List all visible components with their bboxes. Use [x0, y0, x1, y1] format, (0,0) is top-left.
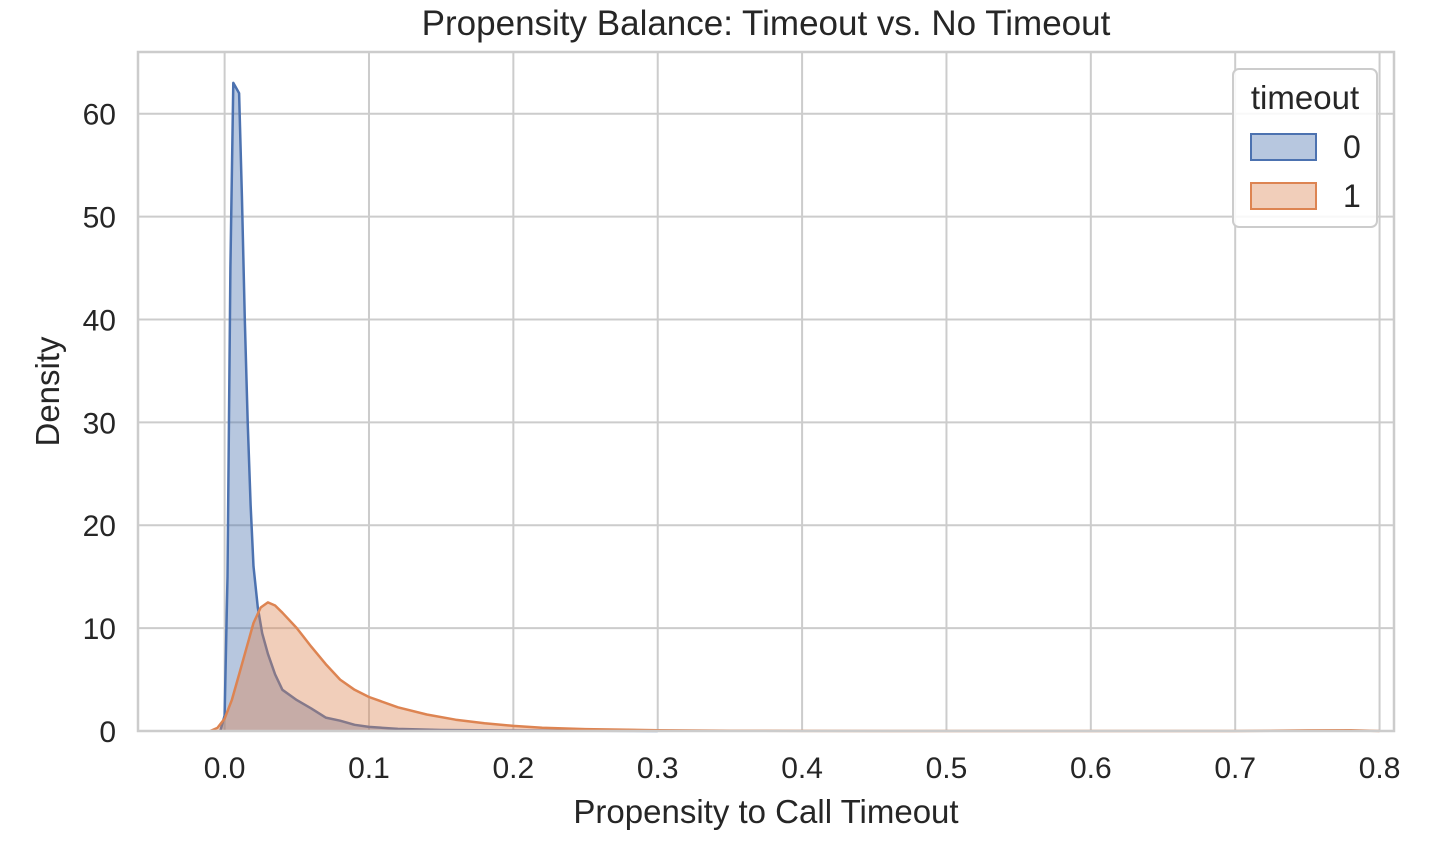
legend-swatch-1 [1250, 182, 1317, 210]
y-axis-title: Density [29, 336, 66, 447]
x-tick-label: 0.7 [1214, 752, 1256, 785]
legend-label-1: 1 [1343, 178, 1361, 214]
x-tick-label: 0.0 [204, 752, 246, 785]
series-1-area [210, 602, 1380, 731]
legend: timeout 01 [1232, 68, 1378, 228]
chart-title: Propensity Balance: Timeout vs. No Timeo… [422, 4, 1111, 43]
series-layer [209, 81, 1380, 733]
x-axis-title: Propensity to Call Timeout [573, 793, 958, 830]
y-tick-label: 20 [83, 510, 116, 543]
legend-title: timeout [1251, 79, 1359, 116]
x-tick-label: 0.8 [1359, 752, 1401, 785]
y-axis-ticks: 0 10 20 30 40 50 60 [83, 99, 116, 749]
legend-items: 01 [1250, 129, 1361, 214]
legend-label-0: 0 [1343, 129, 1361, 165]
y-tick-label: 50 [83, 202, 116, 235]
legend-box [1232, 68, 1378, 228]
x-tick-label: 0.5 [926, 752, 968, 785]
x-tick-label: 0.1 [348, 752, 390, 785]
legend-swatch-0 [1250, 133, 1317, 161]
y-tick-label: 30 [83, 407, 116, 440]
y-tick-label: 0 [99, 716, 116, 749]
x-tick-label: 0.6 [1070, 752, 1112, 785]
x-tick-label: 0.4 [781, 752, 823, 785]
grid [138, 52, 1394, 732]
y-tick-label: 10 [83, 613, 116, 646]
x-axis-ticks: 0.0 0.1 0.2 0.3 0.4 0.5 0.6 0.7 0.8 [204, 752, 1401, 785]
x-tick-label: 0.2 [492, 752, 534, 785]
y-tick-label: 60 [83, 99, 116, 132]
series-0-area [220, 82, 658, 731]
plot-frame [136, 50, 1396, 733]
series-0-line [219, 81, 658, 733]
y-tick-label: 40 [83, 304, 116, 337]
x-tick-label: 0.3 [637, 752, 679, 785]
